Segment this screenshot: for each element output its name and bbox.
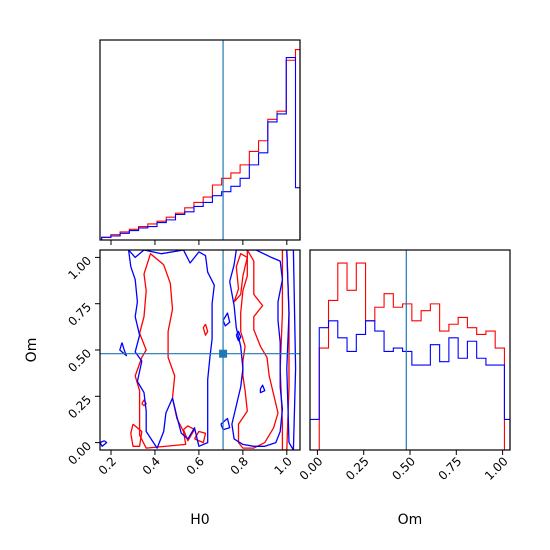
contour-ytick-label: 0.00 bbox=[65, 439, 94, 468]
hist-om-xtick-label: 0.50 bbox=[389, 454, 418, 483]
hist-om-bars bbox=[309, 250, 511, 451]
contour-blue-series bbox=[127, 250, 215, 449]
contour-blue-series bbox=[229, 250, 284, 447]
hist-om-xtick-label: 0.25 bbox=[343, 454, 372, 483]
hist-om-blue-series bbox=[309, 320, 511, 450]
contour-frame bbox=[99, 249, 301, 451]
contour-truth-lines bbox=[100, 250, 300, 450]
hist-h0-blue-series bbox=[101, 57, 301, 240]
hist-om-xtick-label: 0.75 bbox=[436, 454, 465, 483]
hist-om-red-series bbox=[310, 262, 510, 451]
contour-ytick-label: 0.25 bbox=[65, 393, 94, 422]
contour-blue-series bbox=[222, 312, 231, 327]
panel-hist-h0 bbox=[99, 39, 301, 245]
hist-om-xticks: 0.00 0.25 0.50 0.75 1.00 bbox=[297, 450, 511, 483]
contour-red-series bbox=[193, 430, 207, 444]
hist-om-xtick-label: 1.00 bbox=[482, 454, 511, 483]
hist-h0-frame bbox=[99, 39, 301, 241]
contour-red-series bbox=[233, 253, 248, 303]
contour-blue-series bbox=[286, 250, 297, 450]
x-axis-label-om: Om bbox=[398, 512, 423, 528]
contour-red-series bbox=[141, 399, 147, 407]
x-axis-label-h0: H0 bbox=[190, 512, 209, 528]
contour-blue-series bbox=[235, 330, 242, 342]
contour-blue-series bbox=[119, 342, 128, 357]
y-axis-label-om: Om bbox=[24, 338, 40, 363]
contour-xtick-label: 0.6 bbox=[184, 454, 207, 477]
contour-blue-series bbox=[259, 384, 266, 394]
panel-hist-om: 0.00 0.25 0.50 0.75 1.00 Om bbox=[297, 249, 511, 528]
contour-xtick-label: 0.2 bbox=[96, 454, 119, 477]
contour-ytick-label: 0.75 bbox=[65, 300, 94, 329]
contour-truth-marker bbox=[219, 349, 228, 358]
contour-xtick-label: 0.4 bbox=[140, 454, 163, 477]
contour-red-series bbox=[130, 423, 143, 447]
contour-xtick-label: 1.0 bbox=[272, 454, 295, 477]
contour-xtick-label: 0.8 bbox=[228, 454, 251, 477]
hist-om-xtick-label: 0.00 bbox=[297, 454, 326, 483]
contour-blue-series bbox=[220, 417, 231, 431]
contour-ytick-label: 0.50 bbox=[65, 346, 94, 375]
hist-h0-xticks bbox=[110, 240, 288, 245]
contour-lines bbox=[100, 250, 297, 450]
hist-h0-bars bbox=[101, 40, 301, 240]
hist-om-frame bbox=[309, 249, 511, 451]
contour-blue-series bbox=[100, 440, 108, 447]
contour-ytick-label: 1.00 bbox=[65, 254, 94, 283]
hist-h0-red-series bbox=[101, 48, 301, 240]
panel-contour: 0.2 0.4 0.6 0.8 1.0 0.00 0.25 0.50 0.75 1.00 H0 O… bbox=[24, 249, 301, 528]
contour-red-series bbox=[237, 250, 279, 449]
contour-red-series bbox=[202, 323, 209, 336]
